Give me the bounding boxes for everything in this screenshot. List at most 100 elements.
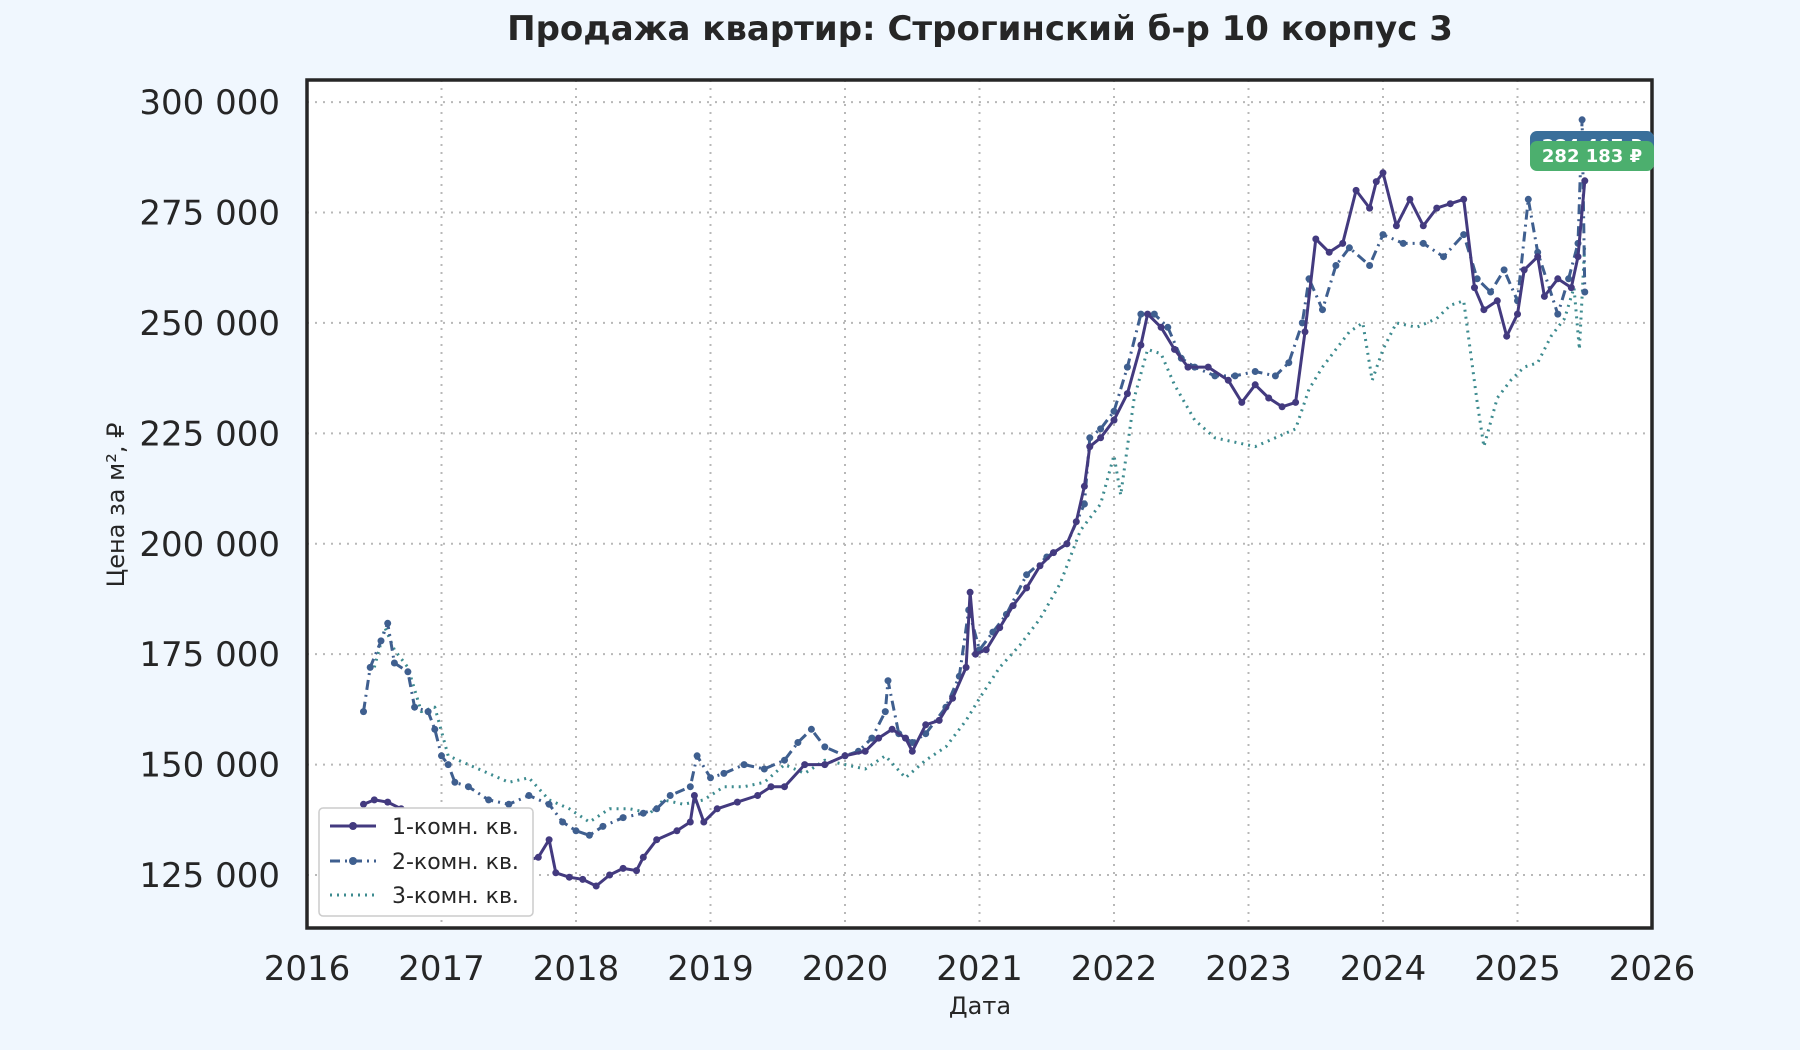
data-point-2room xyxy=(666,792,674,799)
x-tick-label: 2023 xyxy=(1205,949,1292,989)
data-point-1room xyxy=(384,798,392,806)
data-point-2room xyxy=(438,752,445,760)
data-point-1room xyxy=(949,694,957,702)
data-point-2room xyxy=(1080,500,1088,508)
data-point-1room xyxy=(1352,186,1360,194)
data-point-1room xyxy=(1372,178,1380,186)
data-point-2room xyxy=(720,769,728,777)
data-point-1room xyxy=(1503,332,1511,340)
data-point-2room xyxy=(1565,275,1573,283)
data-point-1room xyxy=(1312,235,1320,243)
data-point-2room xyxy=(1123,363,1131,371)
data-point-1room xyxy=(962,663,970,671)
legend-marker-2room xyxy=(349,857,357,865)
data-point-1room xyxy=(690,792,698,799)
data-point-1room xyxy=(1224,376,1232,384)
data-point-2room xyxy=(619,814,627,822)
data-point-1room xyxy=(1520,266,1528,274)
y-axis-label: Цена за м², ₽ xyxy=(102,423,130,588)
data-point-1room xyxy=(1050,549,1057,557)
data-point-1room xyxy=(1144,310,1152,318)
series-line-3room xyxy=(372,243,1587,824)
data-point-2room xyxy=(1023,571,1031,579)
data-point-2room xyxy=(1332,262,1340,269)
data-point-2room xyxy=(390,659,398,667)
data-point-2room xyxy=(485,796,493,804)
data-point-1room xyxy=(1567,284,1575,292)
data-point-2room xyxy=(431,725,439,733)
data-point-1room xyxy=(1023,584,1031,592)
data-point-1room xyxy=(888,725,896,733)
data-point-1room xyxy=(781,783,788,791)
data-point-1room xyxy=(1433,204,1441,212)
data-point-1room xyxy=(1072,518,1080,526)
data-point-2room xyxy=(707,774,714,782)
data-point-2room xyxy=(807,725,815,733)
data-point-1room xyxy=(801,761,809,769)
data-point-2room xyxy=(1150,310,1158,318)
last-value-badges: 284 407 ₽282 183 ₽ xyxy=(1530,131,1654,171)
data-point-1room xyxy=(754,792,762,799)
data-point-1room xyxy=(821,761,829,769)
data-point-2room xyxy=(639,809,647,817)
data-point-2room xyxy=(360,708,367,716)
y-tick-label: 250 000 xyxy=(139,304,280,344)
data-point-2room xyxy=(686,783,694,791)
data-point-2room xyxy=(653,805,661,813)
x-tick-label: 2025 xyxy=(1474,949,1561,989)
data-point-1room xyxy=(767,783,775,791)
data-point-1room xyxy=(972,650,979,658)
x-tick-label: 2019 xyxy=(667,949,754,989)
data-point-1room xyxy=(1292,398,1300,406)
data-point-1room xyxy=(1540,292,1548,300)
data-point-2room xyxy=(451,778,459,786)
data-point-1room xyxy=(1238,398,1246,406)
data-point-1room xyxy=(1086,443,1094,451)
data-point-2room xyxy=(1500,266,1508,274)
data-point-1room xyxy=(841,752,849,760)
data-point-2room xyxy=(424,708,432,716)
grid-lines xyxy=(306,80,1653,928)
data-point-1room xyxy=(1446,200,1454,208)
data-point-1room xyxy=(996,624,1004,632)
data-point-2room xyxy=(1231,372,1239,380)
data-point-2room xyxy=(1524,195,1532,203)
legend-label-2room: 2-комн. кв. xyxy=(392,850,519,875)
data-point-2room xyxy=(1285,359,1293,367)
data-point-2room xyxy=(1319,306,1326,314)
data-point-2room xyxy=(1419,239,1427,247)
data-point-1room xyxy=(1554,275,1562,283)
y-tick-label: 300 000 xyxy=(139,83,280,123)
x-tick-label: 2018 xyxy=(533,949,620,989)
data-point-1room xyxy=(1471,284,1478,292)
data-point-1room xyxy=(1036,562,1044,570)
legend-label-3room: 3-комн. кв. xyxy=(392,884,519,909)
data-point-1room xyxy=(861,747,869,755)
value-badge-text: 282 183 ₽ xyxy=(1542,146,1642,167)
data-point-1room xyxy=(606,871,614,879)
x-tick-label: 2016 xyxy=(264,949,351,989)
data-point-1room xyxy=(686,818,694,826)
chart-title: Продажа квартир: Строгинский б-р 10 корп… xyxy=(507,9,1453,49)
data-point-1room xyxy=(982,646,990,654)
data-point-2room xyxy=(559,818,567,826)
data-point-1room xyxy=(1339,239,1347,247)
legend: 1-комн. кв. 2-комн. кв. 3-комн. кв. xyxy=(318,807,534,917)
data-point-2room xyxy=(1379,231,1387,239)
data-point-2room xyxy=(1460,231,1468,239)
legend-box xyxy=(318,807,534,917)
data-point-1room xyxy=(1480,306,1488,314)
data-point-1room xyxy=(1009,602,1017,610)
data-point-1room xyxy=(1123,390,1131,398)
data-point-1room xyxy=(1080,482,1088,490)
data-point-1room xyxy=(1157,323,1165,331)
data-point-2room xyxy=(1554,310,1562,318)
data-point-1room xyxy=(1171,345,1178,353)
data-point-2room xyxy=(444,761,452,769)
data-point-2room xyxy=(1086,434,1094,442)
y-tick-label: 200 000 xyxy=(139,525,280,565)
data-point-2room xyxy=(1399,239,1407,247)
data-point-1room xyxy=(534,853,542,861)
data-point-2room xyxy=(572,827,580,835)
x-tick-label: 2022 xyxy=(1071,949,1158,989)
